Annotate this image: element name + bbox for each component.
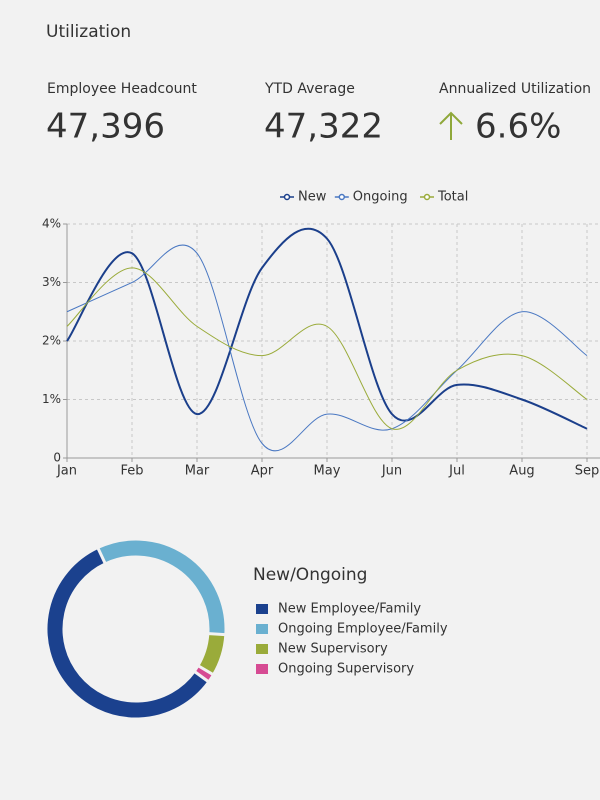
x-tick-label: Feb <box>120 464 143 479</box>
legend-swatch <box>256 604 268 614</box>
kpi-label: Employee Headcount <box>47 81 197 97</box>
kpi-value: 47,322 <box>264 107 383 147</box>
y-tick-label: 1% <box>42 392 61 406</box>
segment-gap <box>206 631 227 637</box>
donut-title: New/Ongoing <box>253 565 367 585</box>
legend-marker <box>283 193 291 201</box>
up-arrow-icon <box>439 111 463 140</box>
x-tick-label: Jul <box>448 464 465 479</box>
legend-swatch <box>256 624 268 634</box>
segment-gap <box>95 546 108 566</box>
y-tick-label: 0 <box>53 451 61 465</box>
y-tick-label: 4% <box>42 217 61 231</box>
x-tick-label: Apr <box>251 464 274 479</box>
x-tick-label: Mar <box>185 464 210 479</box>
series-line <box>66 227 588 430</box>
legend-marker <box>338 193 346 201</box>
y-tick-label: 2% <box>42 334 61 348</box>
kpi-value: 6.6% <box>475 107 561 147</box>
legend-label: Ongoing <box>353 190 408 205</box>
x-tick-label: Aug <box>509 464 534 479</box>
x-tick-label: Jan <box>56 464 77 479</box>
legend-swatch <box>256 644 268 654</box>
x-tick-label: Jun <box>381 464 402 479</box>
segment-gap <box>192 669 211 684</box>
legend-label: New Employee/Family <box>278 602 421 617</box>
legend-marker <box>423 193 431 201</box>
legend-label: New <box>298 190 327 205</box>
x-tick-label: Sep <box>575 464 600 479</box>
y-tick-label: 3% <box>42 275 61 289</box>
legend-swatch <box>256 664 268 674</box>
series-line <box>66 267 588 430</box>
page-title: Utilization <box>46 22 131 42</box>
segment-gap <box>196 663 216 677</box>
kpi-label: Annualized Utilization <box>439 81 591 97</box>
legend-label: Ongoing Employee/Family <box>278 622 448 637</box>
legend-label: New Supervisory <box>278 642 388 657</box>
legend-label: Ongoing Supervisory <box>278 662 414 677</box>
kpi-value: 47,396 <box>46 107 165 147</box>
x-tick-label: May <box>314 464 341 479</box>
series-line <box>66 244 588 452</box>
donut-segment <box>47 548 208 718</box>
donut-segment <box>98 540 225 635</box>
donut-segment <box>199 633 225 675</box>
kpi-label: YTD Average <box>264 81 355 97</box>
legend-label: Total <box>437 190 468 205</box>
